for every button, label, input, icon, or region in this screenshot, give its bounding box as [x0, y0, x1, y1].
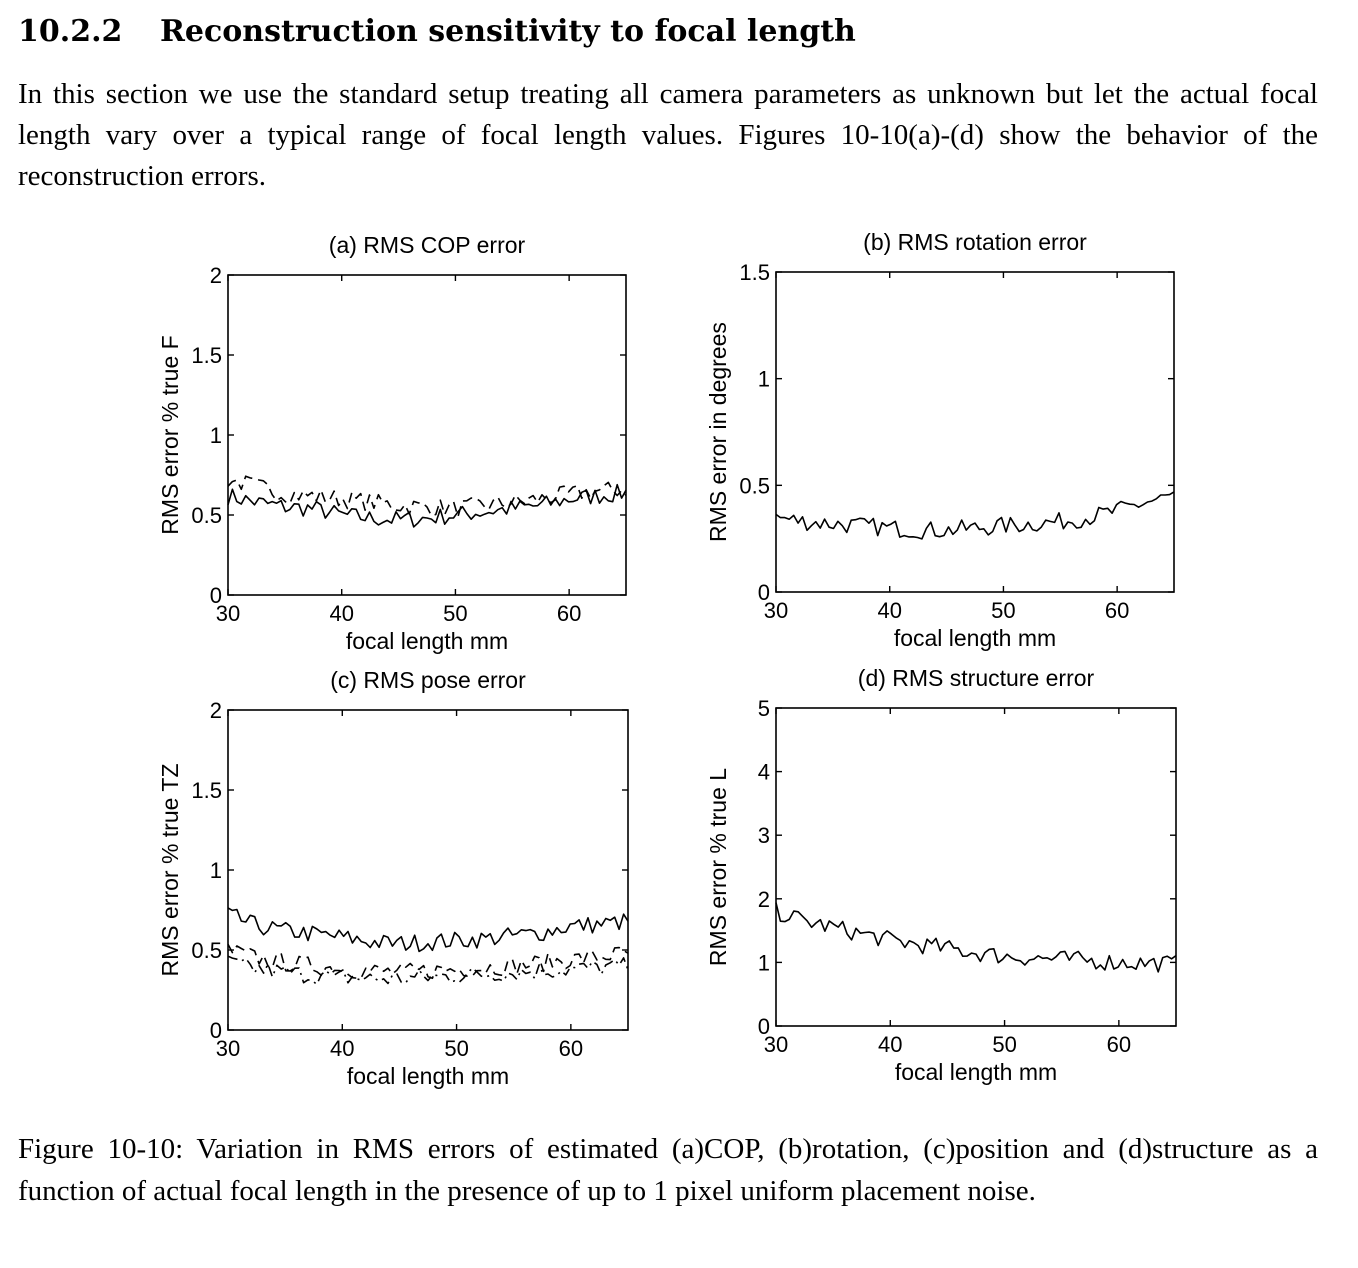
plot-frame: [227, 709, 629, 1031]
x-tick-label: 50: [992, 1032, 1016, 1057]
y-tick-label: 2: [210, 698, 222, 723]
y-tick-label: 3: [758, 823, 770, 848]
x-tick-label: 50: [991, 598, 1015, 623]
y-tick-label: 1: [758, 950, 770, 975]
x-tick-label: 50: [444, 1036, 468, 1061]
x-tick-label: 30: [216, 601, 240, 626]
y-tick-label: 1.5: [191, 778, 222, 803]
plot-frame: [227, 274, 627, 596]
x-axis-label: focal length mm: [347, 1063, 509, 1089]
y-tick-label: 0: [758, 580, 770, 605]
chart-title: (c) RMS pose error: [330, 667, 526, 693]
y-tick-label: 0.5: [739, 473, 770, 498]
y-tick-label: 0: [210, 583, 222, 608]
section-title: Reconstruction sensitivity to focal leng…: [160, 14, 856, 49]
y-tick-label: 0: [210, 1018, 222, 1043]
y-tick-label: 0.5: [191, 503, 222, 528]
plot-frame: [775, 271, 1175, 593]
series-line-dashed: [227, 475, 627, 518]
figure-caption: Figure 10-10: Variation in RMS errors of…: [18, 1133, 1318, 1207]
y-tick-label: 2: [758, 887, 770, 912]
x-tick-label: 60: [559, 1036, 583, 1061]
y-tick-label: 1: [210, 423, 222, 448]
section-number: 10.2.2: [18, 14, 123, 49]
series-line-dashed: [227, 943, 629, 980]
chart-title: (b) RMS rotation error: [863, 229, 1087, 255]
x-tick-label: 60: [1107, 1032, 1131, 1057]
chart-title: (a) RMS COP error: [329, 232, 526, 258]
x-axis-label: focal length mm: [895, 1059, 1057, 1085]
series-line-solid: [775, 491, 1175, 540]
y-tick-label: 1: [210, 858, 222, 883]
series-line-dashdot: [227, 955, 629, 986]
x-tick-label: 40: [877, 598, 901, 623]
y-tick-label: 1.5: [191, 343, 222, 368]
y-tick-label: 0: [758, 1014, 770, 1039]
y-tick-label: 1.5: [739, 260, 770, 285]
chart-panel-4: (d) RMS structure error 30 40 50 60 0 1 2 3 4 5 foc…: [705, 665, 1177, 1085]
x-tick-label: 60: [1105, 598, 1129, 623]
y-axis-label: RMS error % true L: [705, 768, 731, 966]
y-tick-label: 4: [758, 760, 770, 785]
section-heading: 10.2.2 Reconstruction sensitivity to foca…: [18, 10, 1338, 54]
y-tick-label: 1: [758, 367, 770, 392]
series-line-solid: [775, 902, 1177, 973]
intro-paragraph: In this section we use the standard setu…: [18, 78, 1318, 192]
x-tick-label: 40: [329, 601, 353, 626]
x-axis-label: focal length mm: [346, 628, 508, 654]
plot-frame: [775, 707, 1177, 1027]
chart-panel-3: (c) RMS pose error 30 40 50 60 0 0.5 1 1.5 2 focal…: [157, 667, 629, 1089]
x-tick-label: 30: [764, 598, 788, 623]
x-tick-label: 30: [764, 1032, 788, 1057]
series-line-solid: [227, 907, 629, 953]
y-tick-label: 2: [210, 263, 222, 288]
x-tick-label: 60: [557, 601, 581, 626]
y-tick-label: 5: [758, 696, 770, 721]
x-tick-label: 50: [443, 601, 467, 626]
chart-panel-1: (a) RMS COP error 30 40 50 60 0 0.5 1 1.5 2 focal …: [157, 232, 627, 654]
x-tick-label: 40: [878, 1032, 902, 1057]
series-line-solid: [227, 483, 627, 528]
x-axis-label: focal length mm: [894, 625, 1056, 651]
chart-panel-2: (b) RMS rotation error 30 40 50 60 0 0.5 1 1.5 fo…: [705, 229, 1175, 651]
chart-title: (d) RMS structure error: [858, 665, 1095, 691]
y-tick-label: 0.5: [191, 938, 222, 963]
y-axis-label: RMS error % true TZ: [157, 764, 183, 977]
y-axis-label: RMS error in degrees: [705, 322, 731, 542]
x-tick-label: 30: [216, 1036, 240, 1061]
x-tick-label: 40: [330, 1036, 354, 1061]
y-axis-label: RMS error % true F: [157, 335, 183, 534]
